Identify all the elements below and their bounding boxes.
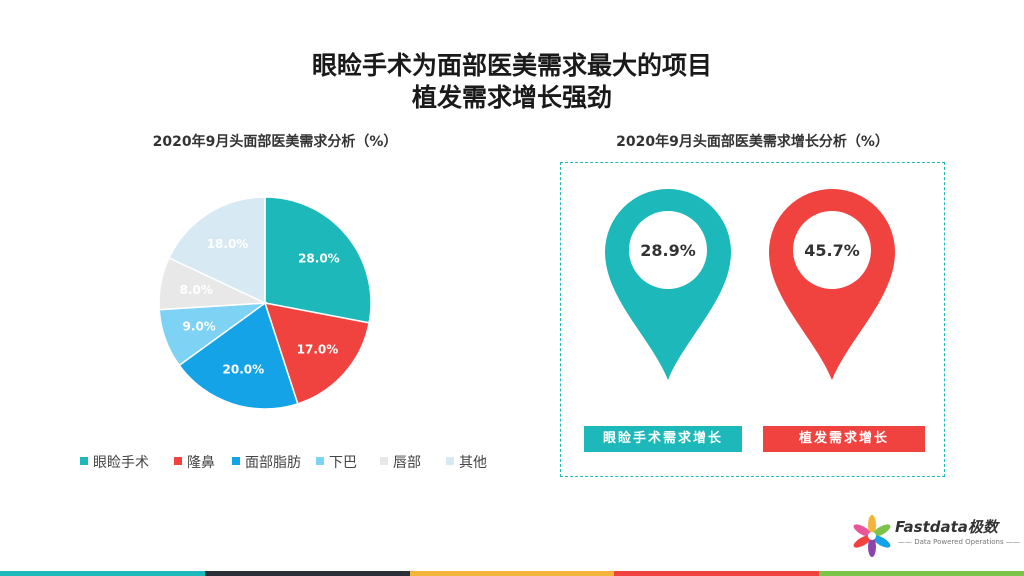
legend-label: 唇部 — [393, 455, 421, 471]
logo-name: Fastdata极数 — [895, 518, 998, 536]
bottom-bar-segment — [204, 571, 410, 576]
legend-label: 隆鼻 — [187, 455, 215, 471]
pie-slice — [168, 196, 266, 305]
legend-label: 下巴 — [329, 455, 357, 471]
pin-inner-circle — [793, 211, 871, 289]
bottom-bar-segment — [0, 571, 205, 576]
title-line-1: 眼睑手术为面部医美需求最大的项目 — [311, 51, 712, 80]
legend-item: 隆鼻 — [174, 452, 215, 472]
bottom-bar-segment — [819, 571, 1024, 576]
pie-data-label: 18.0% — [207, 237, 249, 251]
pin-label-eyelid: 眼睑手术需求增长 — [584, 426, 742, 452]
pie-legend: 眼睑手术 隆鼻 面部脂肪 下巴 唇部 其他 — [80, 452, 520, 472]
fastdata-logo: Fastdata极数 —— Data Powered Operations —— — [850, 512, 1020, 562]
pie-data-label: 20.0% — [223, 363, 265, 377]
flower-logo-icon — [853, 515, 891, 557]
legend-label: 其他 — [459, 455, 487, 471]
pie-data-label: 17.0% — [297, 342, 339, 356]
pin-value-label: 28.9% — [640, 241, 696, 260]
page-title: 眼睑手术为面部医美需求最大的项目 植发需求增长强劲 — [0, 50, 1024, 114]
pin-marker-hair: 45.7% — [769, 189, 895, 380]
legend-swatch — [380, 457, 388, 465]
legend-item: 眼睑手术 — [80, 452, 149, 472]
pin-marker-eyelid: 28.9% — [605, 189, 731, 380]
pie-chart-subtitle: 2020年9月头面部医美需求分析（%） — [152, 134, 398, 150]
legend-swatch — [316, 457, 324, 465]
legend-swatch — [174, 457, 182, 465]
legend-swatch — [446, 457, 454, 465]
pie-slice — [263, 302, 370, 405]
legend-item: 唇部 — [380, 452, 421, 472]
growth-panel — [560, 162, 945, 477]
bottom-color-bar — [0, 571, 1024, 576]
legend-item: 面部脂肪 — [232, 452, 301, 472]
growth-chart-subtitle: 2020年9月头面部医美需求增长分析（%） — [616, 134, 889, 150]
legend-swatch — [80, 457, 88, 465]
pie-slice — [178, 301, 299, 410]
legend-item: 其他 — [446, 452, 487, 472]
legend-swatch — [232, 457, 240, 465]
pin-inner-circle — [629, 211, 707, 289]
legend-item: 下巴 — [316, 452, 357, 472]
pin-value-label: 45.7% — [804, 241, 860, 260]
pie-data-label: 8.0% — [180, 283, 213, 297]
title-line-2: 植发需求增长强劲 — [411, 83, 612, 112]
pie-data-label: 9.0% — [183, 320, 216, 334]
legend-label: 面部脂肪 — [245, 455, 301, 471]
pie-data-label: 28.0% — [298, 251, 340, 265]
legend-label: 眼睑手术 — [93, 455, 149, 471]
bottom-bar-segment — [614, 571, 820, 576]
pie-chart: 28.0% 17.0% 20.0% 9.0% 8.0% 18.0% — [158, 196, 372, 410]
bottom-bar-segment — [409, 571, 615, 576]
logo-tagline: —— Data Powered Operations —— — [898, 538, 1020, 546]
pie-slice — [264, 196, 372, 324]
pin-label-hair: 植发需求增长 — [763, 426, 925, 452]
